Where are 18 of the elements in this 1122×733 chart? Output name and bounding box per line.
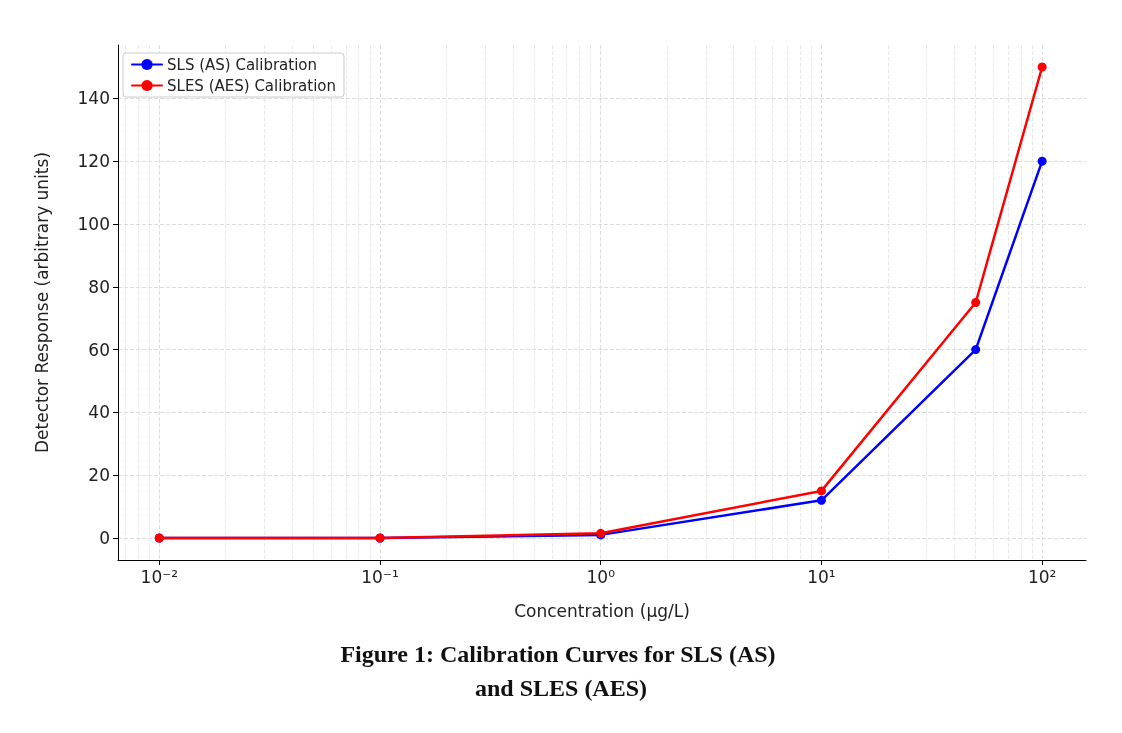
x-axis-title: Concentration (µg/L)	[514, 600, 690, 621]
y-tick-label: 0	[99, 528, 110, 549]
y-tick-label: 100	[77, 213, 110, 234]
y-tick-label: 120	[77, 151, 110, 172]
y-tick-label: 60	[88, 339, 110, 360]
x-tick-label: 10¹	[807, 566, 836, 587]
legend-label: SLS (AS) Calibration	[167, 55, 318, 74]
y-tick-label: 40	[88, 402, 110, 423]
x-tick-label: 10⁻²	[140, 566, 178, 587]
y-tick-label: 140	[77, 88, 110, 109]
y-axis-title: Detector Response (arbitrary units)	[31, 151, 52, 454]
x-tick-label: 10⁰	[586, 566, 616, 587]
x-tick-label: 10²	[1027, 566, 1057, 587]
x-tick-label: 10⁻¹	[361, 566, 399, 587]
y-tick-label: 80	[88, 276, 110, 297]
legend-label: SLES (AES) Calibration	[167, 76, 336, 95]
text: Figure 1: Calibration Curves for SLS (AS) and SLES (AES)	[340, 641, 782, 701]
y-tick-label: 20	[88, 465, 110, 486]
